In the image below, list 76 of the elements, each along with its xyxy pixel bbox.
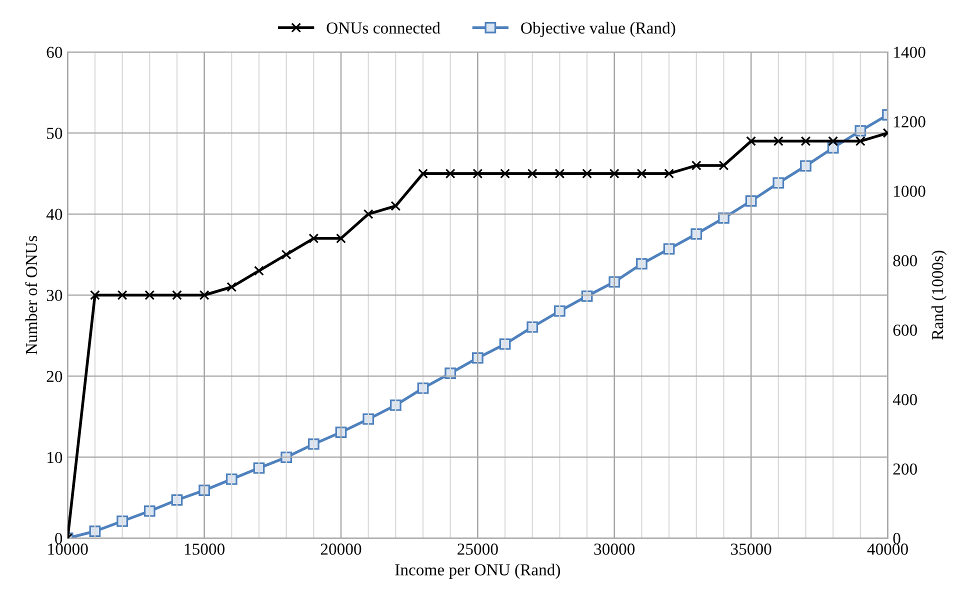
point bbox=[664, 168, 674, 179]
point bbox=[690, 228, 702, 240]
point bbox=[198, 484, 210, 496]
point bbox=[226, 473, 238, 485]
point bbox=[363, 209, 374, 220]
point bbox=[608, 276, 620, 288]
point bbox=[390, 200, 401, 211]
point bbox=[800, 136, 811, 146]
x-tick-label: 40000 bbox=[867, 544, 908, 555]
point bbox=[554, 305, 566, 317]
point bbox=[254, 266, 264, 276]
point bbox=[500, 168, 510, 179]
point bbox=[89, 526, 101, 537]
point bbox=[718, 160, 729, 170]
point bbox=[335, 426, 347, 438]
y-tick-label: 50 bbox=[47, 128, 62, 139]
point bbox=[362, 413, 374, 425]
point bbox=[417, 382, 429, 394]
point bbox=[582, 168, 592, 179]
point bbox=[745, 195, 757, 207]
y2-tick-label: 800 bbox=[893, 255, 917, 266]
y-tick-label: 30 bbox=[46, 290, 62, 302]
point bbox=[746, 136, 756, 146]
point bbox=[499, 338, 511, 350]
x-tick-label: 15000 bbox=[184, 544, 225, 555]
point bbox=[527, 168, 538, 179]
y-tick-label: 10 bbox=[48, 452, 62, 464]
y2-tick-label: 1000 bbox=[894, 186, 926, 197]
point bbox=[663, 243, 675, 255]
point bbox=[828, 136, 838, 146]
point bbox=[90, 290, 100, 300]
y2-axis-title: Rand (1000s) bbox=[932, 250, 947, 340]
point bbox=[636, 258, 648, 270]
y-axis-title: Number of ONUs bbox=[25, 236, 38, 354]
y2-tick-label: 1400 bbox=[894, 46, 926, 58]
y2-tick-label: 1200 bbox=[894, 116, 926, 128]
x-tick-label: 25000 bbox=[458, 544, 498, 555]
x-tick-label: 10000 bbox=[48, 544, 88, 555]
point bbox=[144, 290, 155, 300]
point bbox=[390, 400, 402, 411]
legend-label: ONUs connected bbox=[326, 22, 440, 34]
point bbox=[554, 168, 565, 179]
x-tick-label: 30000 bbox=[594, 544, 635, 555]
x-tick-label: 35000 bbox=[731, 544, 772, 555]
point bbox=[308, 438, 320, 450]
point bbox=[172, 290, 182, 300]
point bbox=[199, 290, 210, 300]
x-tick-label: 20000 bbox=[320, 544, 362, 555]
point bbox=[418, 168, 428, 179]
point bbox=[144, 505, 156, 517]
point bbox=[691, 160, 702, 170]
y2-tick-label: 600 bbox=[893, 324, 917, 336]
point bbox=[336, 233, 346, 244]
x-axis-title: Income per ONU (Rand) bbox=[395, 564, 560, 579]
y2-tick-label: 200 bbox=[893, 463, 917, 475]
point bbox=[526, 321, 538, 333]
y-tick-label: 0 bbox=[55, 532, 62, 544]
legend-label: Objective value (Rand) bbox=[521, 22, 676, 38]
y-tick-label: 40 bbox=[46, 208, 62, 220]
point bbox=[773, 136, 784, 146]
point bbox=[445, 168, 456, 179]
point bbox=[609, 168, 620, 179]
point bbox=[472, 168, 483, 179]
point bbox=[117, 290, 128, 300]
point bbox=[226, 282, 237, 292]
point bbox=[116, 515, 128, 527]
point bbox=[308, 233, 319, 244]
y-tick-label: 60 bbox=[46, 46, 62, 58]
y2-tick-label: 0 bbox=[893, 532, 900, 544]
point bbox=[636, 168, 647, 179]
point bbox=[772, 177, 784, 189]
point bbox=[855, 136, 866, 146]
point bbox=[800, 160, 812, 172]
point bbox=[281, 250, 292, 260]
y2-tick-label: 400 bbox=[892, 394, 917, 406]
y-tick-label: 20 bbox=[46, 370, 62, 382]
